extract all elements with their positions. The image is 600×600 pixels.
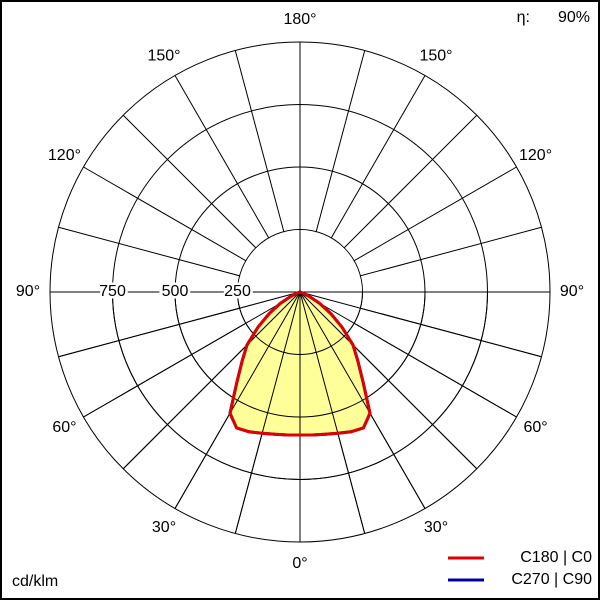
angle-tick-label: 120°	[519, 147, 552, 164]
efficiency-symbol: η:	[517, 9, 530, 26]
grid-arc	[237, 291, 363, 355]
angle-tick-label: 60°	[52, 419, 76, 436]
angle-tick-label: 30°	[424, 519, 448, 536]
grid-arc	[174, 291, 426, 418]
legend-label: C180 | C0	[520, 549, 592, 566]
efficiency-value: 90%	[558, 9, 590, 26]
angle-tick-label: 60°	[523, 419, 547, 436]
area-fill	[300, 292, 370, 435]
unit-label: cd/klm	[12, 573, 58, 590]
series-line	[228, 290, 301, 437]
angle-tick-label: 30°	[152, 519, 176, 536]
r-tick-label: 750	[99, 283, 126, 300]
angle-tick-label: 90°	[560, 283, 584, 300]
area-fill	[230, 292, 300, 435]
angle-tick-label: 150°	[419, 48, 452, 65]
angle-tick-label: 120°	[48, 147, 81, 164]
r-tick-label: 500	[162, 283, 189, 300]
angle-tick-label: 150°	[147, 48, 180, 65]
series-line	[299, 290, 372, 437]
grid-arc	[112, 291, 488, 480]
angle-tick-label: 180°	[283, 11, 316, 28]
angle-tick-label: 90°	[16, 283, 40, 300]
legend-label: C270 | C90	[511, 571, 592, 588]
angle-tick-label: 0°	[292, 555, 307, 572]
r-tick-label: 250	[224, 283, 251, 300]
